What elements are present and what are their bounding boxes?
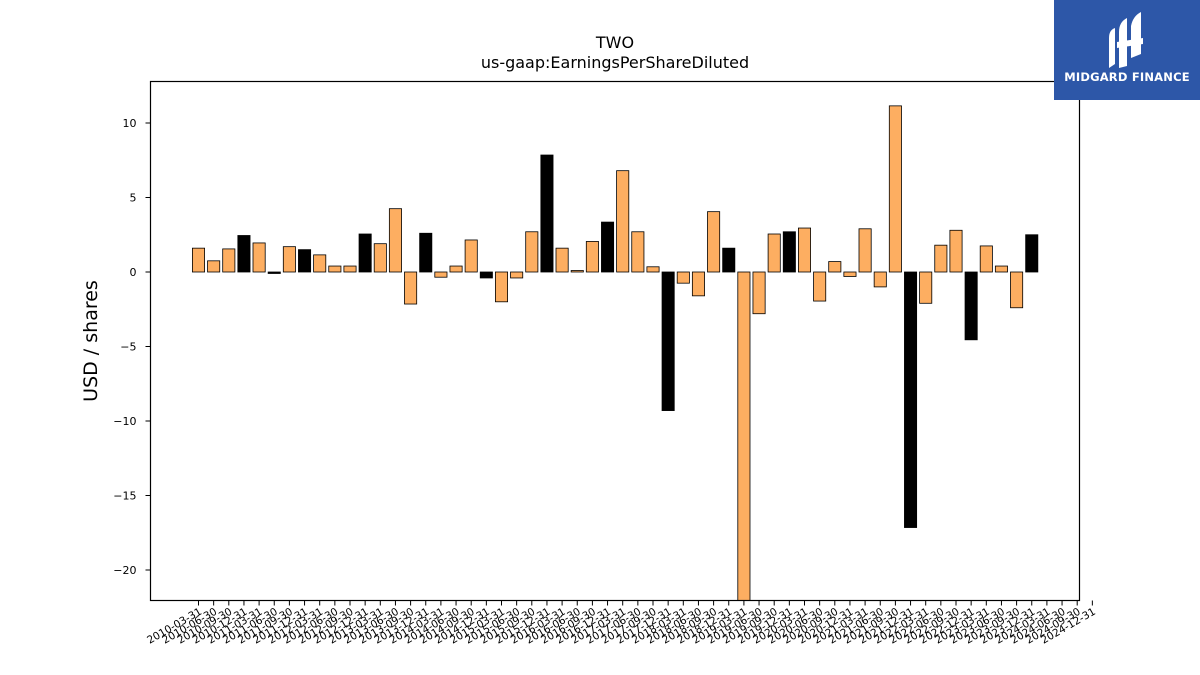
bar-2023-06-30 (994, 265, 1008, 273)
bar-2019-12-31 (782, 231, 796, 273)
bar-2011-12-31 (298, 249, 312, 273)
bar-2012-03-31 (313, 254, 327, 273)
y-axis-label: USD / shares (80, 280, 102, 402)
bar-2021-06-30 (873, 271, 887, 288)
bar-2012-06-30 (328, 265, 342, 273)
chart-title: TWO (595, 33, 634, 52)
bar-2017-12-31 (661, 271, 675, 411)
bar-2018-12-31 (722, 247, 736, 273)
bar-2022-03-31 (919, 271, 933, 304)
bar-2014-03-31 (434, 271, 448, 278)
bar-2019-09-30 (767, 233, 781, 273)
y-tick-label: 0 (130, 266, 137, 279)
bar-2022-09-30 (949, 229, 963, 273)
bar-2016-03-31 (555, 247, 569, 273)
bar-2014-06-30 (449, 265, 463, 273)
bars-group (191, 105, 1039, 601)
bar-2011-09-30 (282, 246, 296, 273)
bar-2020-09-30 (828, 261, 842, 273)
bar-2017-06-30 (631, 231, 645, 273)
bar-2016-06-30 (570, 270, 584, 273)
bar-2010-09-30 (222, 248, 236, 273)
bar-2013-06-30 (388, 208, 402, 273)
bar-2019-03-31 (737, 271, 751, 601)
bar-2015-12-31 (540, 154, 554, 273)
plot-frame (149, 80, 1081, 602)
bar-2022-12-31 (964, 271, 978, 341)
midgard-finance-logo: MIDGARD FINANCE (1054, 0, 1200, 100)
chart-subtitle: us-gaap:EarningsPerShareDiluted (481, 53, 749, 72)
x-ticks-group: 2010-03-312010-06-302010-09-302010-12-31… (145, 600, 1098, 647)
bar-2023-03-31 (979, 245, 993, 273)
logo-text: MIDGARD FINANCE (1064, 70, 1190, 84)
bar-2023-09-30 (1010, 271, 1024, 309)
bar-2015-06-30 (510, 271, 524, 279)
y-tick-label: −10 (113, 415, 136, 428)
y-tick-label: −15 (113, 490, 136, 503)
bar-2013-09-30 (404, 271, 418, 305)
bar-2018-06-30 (691, 271, 705, 297)
bar-2015-03-31 (494, 271, 508, 303)
bar-2013-03-31 (373, 243, 387, 273)
bar-2021-12-31 (904, 271, 918, 528)
y-tick-label: 10 (123, 117, 137, 130)
bar-2020-12-31 (843, 271, 857, 277)
bar-2010-12-31 (237, 235, 251, 273)
y-ticks-group: 10 5 0 −5 −10 −15 −20 (113, 117, 151, 577)
bar-2016-12-31 (601, 221, 615, 273)
bar-2010-03-31 (191, 247, 205, 273)
bar-2019-06-30 (752, 271, 766, 315)
bar-2016-09-30 (585, 241, 599, 273)
bar-2017-09-30 (646, 266, 660, 273)
bar-2014-12-31 (479, 271, 493, 279)
bar-2012-09-30 (343, 265, 357, 273)
midgard-logo-icon (1109, 12, 1143, 68)
bar-2021-09-30 (888, 105, 902, 273)
bar-2014-09-30 (464, 239, 478, 273)
bar-2020-03-31 (798, 227, 812, 273)
bar-2018-09-30 (707, 211, 721, 273)
bar-2022-06-30 (934, 244, 948, 273)
bar-2020-06-30 (813, 271, 827, 302)
bar-2013-12-31 (419, 232, 433, 273)
y-tick-label: −20 (113, 564, 136, 577)
bar-2011-03-31 (252, 242, 266, 273)
bar-2018-03-31 (676, 271, 690, 284)
bar-2017-03-31 (616, 170, 630, 273)
bar-2011-06-30 (267, 271, 281, 274)
bar-2010-06-30 (207, 260, 221, 273)
y-tick-label: 5 (130, 192, 137, 205)
bar-2023-12-31 (1025, 234, 1039, 273)
y-tick-label: −5 (120, 341, 136, 354)
bar-2012-12-31 (358, 233, 372, 273)
bar-2021-03-31 (858, 228, 872, 273)
bar-2015-09-30 (525, 231, 539, 273)
